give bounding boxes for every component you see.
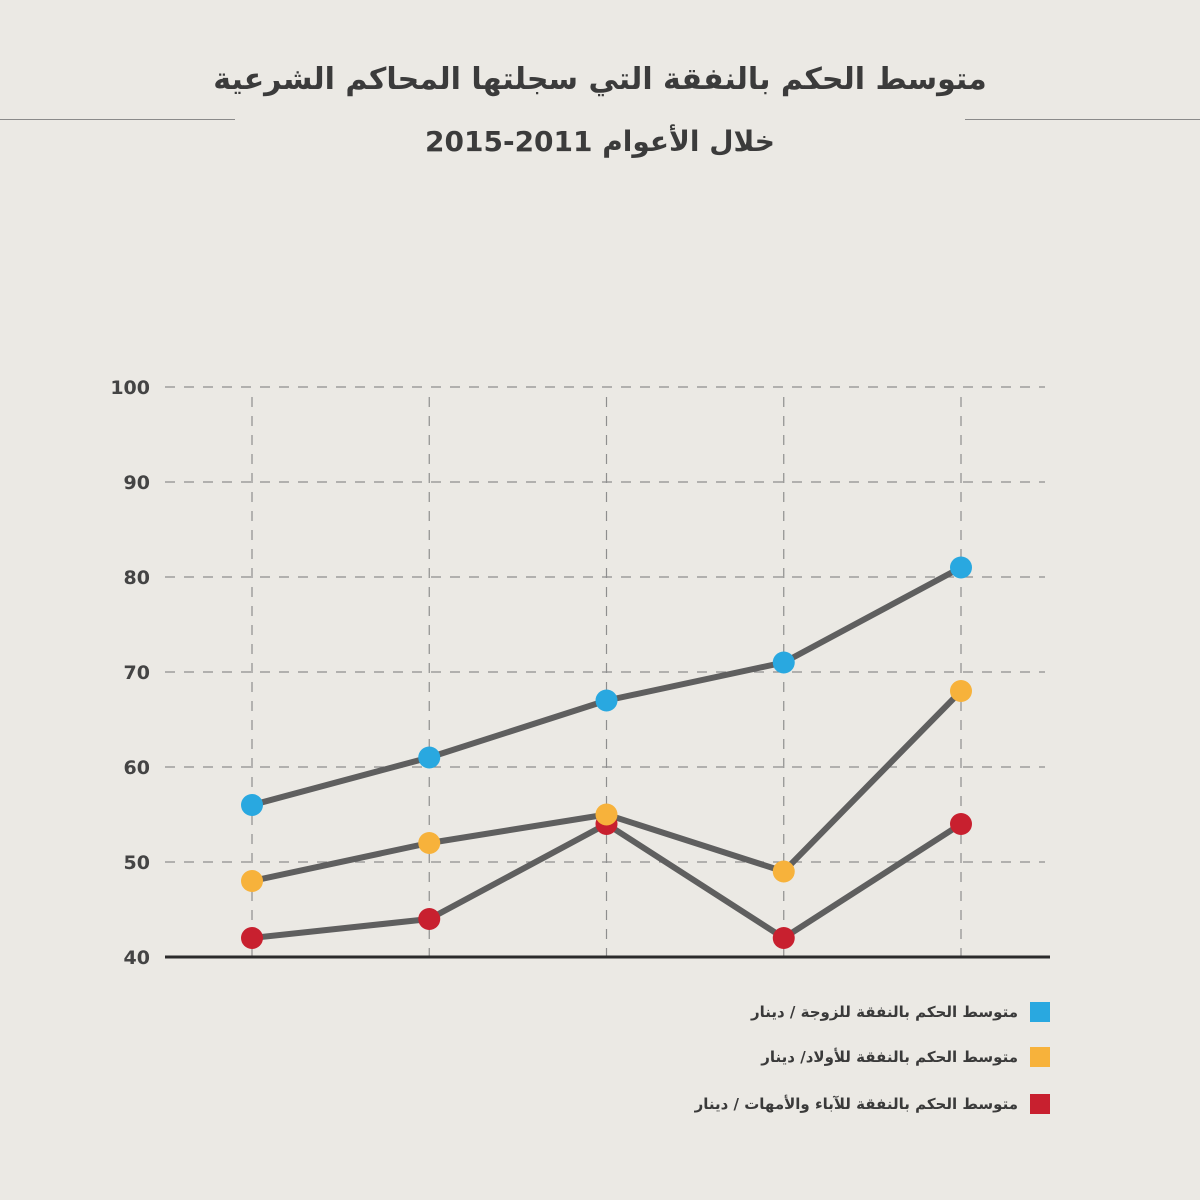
y-tick-label: 40 (124, 947, 150, 969)
series-2-point-4 (772, 860, 795, 883)
y-tick-label: 100 (110, 377, 150, 399)
axes: 40 50 60 70 80 90 100 (110, 377, 1050, 969)
legend-swatch-wife (1030, 1002, 1050, 1022)
series-2-point-1 (241, 870, 263, 892)
series-3-point-2 (418, 908, 441, 930)
legend-label-parents: متوسط الحكم بالنفقة للآباء والأمهات / دي… (694, 1095, 1018, 1113)
series-1-point-1 (241, 794, 263, 816)
title-rule-left (0, 119, 235, 120)
series-3-point-4 (772, 927, 795, 949)
series-1-point-5 (950, 556, 972, 579)
line-chart: 40 50 60 70 80 90 100 (110, 377, 1050, 969)
legend-item-children: متوسط الحكم بالنفقة للأولاد/ دينار (600, 1045, 1050, 1069)
legend-item-parents: متوسط الحكم بالنفقة للآباء والأمهات / دي… (600, 1092, 1050, 1116)
legend-swatch-children (1030, 1047, 1050, 1067)
y-tick-label: 50 (124, 852, 150, 874)
grid (165, 386, 1045, 957)
series-1-point-2 (418, 746, 441, 769)
legend-item-wife: متوسط الحكم بالنفقة للزوجة / دينار (600, 1000, 1050, 1024)
series-lines (249, 564, 964, 941)
series-2-point-5 (950, 680, 972, 702)
y-tick-label: 80 (124, 567, 150, 589)
chart-title-line-2: خلال الأعوام 2011-2015 (425, 125, 775, 158)
series-points (241, 556, 972, 949)
y-tick-label: 90 (124, 472, 150, 494)
y-tick-label: 70 (124, 662, 150, 684)
series-1-point-3 (595, 689, 618, 712)
y-tick-label: 60 (124, 757, 150, 779)
series-3-point-1 (241, 927, 263, 949)
series-1-point-4 (772, 651, 795, 674)
legend-swatch-parents (1030, 1094, 1050, 1114)
chart-title-line-1: متوسط الحكم بالنفقة التي سجلتها المحاكم … (213, 62, 987, 97)
title-rule-right (965, 119, 1200, 120)
legend-label-children: متوسط الحكم بالنفقة للأولاد/ دينار (761, 1048, 1018, 1066)
series-3-point-5 (950, 813, 972, 835)
legend-label-wife: متوسط الحكم بالنفقة للزوجة / دينار (750, 1003, 1018, 1021)
series-2-point-2 (418, 832, 441, 854)
series-2-point-3 (595, 803, 618, 826)
